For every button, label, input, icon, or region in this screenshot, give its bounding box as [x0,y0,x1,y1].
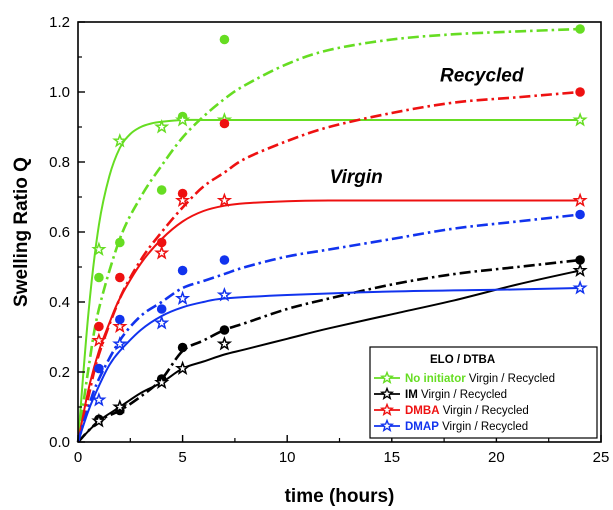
legend-star-marker [379,386,395,400]
no-initiator-virgin-point [154,118,170,134]
dmba-recycled-point [575,87,585,97]
im-recycled-point [575,255,585,265]
dmba-recycled-point [219,118,230,129]
dmba-virgin-point [91,332,107,347]
legend-entry-dmap: DMAP Virgin / Recycled [405,421,528,433]
dmap-virgin-fit-line [77,287,581,443]
y-tick-label: 1.0 [49,84,70,101]
dmap-recycled-point [94,363,104,374]
legend-series-name: IM [405,389,418,401]
y-tick-label: 0.0 [49,434,70,451]
x-tick-label: 15 [383,449,400,466]
dmap-recycled-point [156,304,167,314]
y-tick-label: 0.4 [49,294,70,311]
im-recycled-point [177,342,188,353]
no-initiator-virgin-point [112,133,128,148]
legend: ELO / DTBA No initiator Virgin / Recycled… [369,346,598,439]
dmap-virgin-point [91,391,107,407]
dmba-recycled-point [94,321,104,332]
no-initiator-virgin-point [174,111,191,127]
annotation-recycled: Recycled [440,66,524,87]
legend-entry-no-initiator: No initiator Virgin / Recycled [405,373,555,385]
no-initiator-recycled-point [156,185,167,195]
y-axis: 0.0 0.2 0.4 0.6 0.8 1.0 1.2 [49,14,85,451]
legend-title: ELO / DTBA [430,354,495,366]
legend-suffix: Virgin / Recycled [440,405,529,417]
x-tick-label: 25 [593,449,610,466]
legend-series-name: No initiator [405,373,466,385]
x-tick-label: 5 [178,449,186,466]
x-tick-label: 10 [279,449,296,466]
legend-suffix: Virgin / Recycled [439,421,528,433]
x-tick-label: 0 [74,449,82,466]
im-virgin-fit-line [77,269,581,443]
dmap-virgin-point [154,314,170,330]
dmba-virgin-point [572,192,588,207]
no-initiator-recycled-point [219,34,230,45]
y-tick-label: 0.2 [49,364,70,381]
im-virgin-point [112,399,128,414]
dmap-recycled-point [177,265,188,276]
y-axis-title: Swelling Ratio Q [11,157,32,307]
im-virgin-point [174,360,191,375]
no-initiator-virgin-fit-line [77,118,581,443]
legend-star-marker [379,402,395,416]
im-virgin-point [216,336,233,351]
no-initiator-virgin-point [572,111,588,127]
dmap-virgin-point [572,279,588,295]
no-initiator-recycled-fit-line [76,27,581,443]
dmap-virgin-point [216,287,233,302]
no-initiator-recycled-point [575,24,585,34]
dmap-virgin-point [174,290,191,305]
y-tick-label: 1.2 [49,14,70,31]
dmap-recycled-point [575,209,585,220]
legend-entry-dmba: DMBA Virgin / Recycled [405,405,529,417]
legend-suffix: Virgin / Recycled [466,373,555,385]
legend-series-name: DMBA [405,405,440,417]
y-tick-label: 0.6 [49,224,70,241]
legend-suffix: Virgin / Recycled [418,389,507,401]
x-axis-title: time (hours) [285,486,395,507]
no-initiator-recycled-point [115,237,125,248]
x-axis: 0 5 10 15 20 25 [74,435,610,466]
annotation-virgin: Virgin [330,167,383,188]
dmba-virgin-point [174,192,191,207]
no-initiator-virgin-point [91,241,107,256]
dmba-recycled-fit-line [76,90,581,443]
im-virgin-point [154,374,170,389]
legend-star-marker [379,418,395,432]
legend-entry-im: IM Virgin / Recycled [405,389,507,401]
no-initiator-recycled-point [94,272,104,283]
dmba-recycled-point [156,237,167,248]
y-tick-label: 0.8 [49,154,70,171]
dmba-virgin-point [112,318,128,334]
annotations: Recycled Virgin [330,66,524,189]
dmap-recycled-point [219,255,230,265]
legend-star-marker [379,370,395,384]
im-virgin-point [572,262,588,277]
legend-box [369,346,598,439]
dmap-virgin-point [112,336,128,351]
dmba-recycled-point [115,272,125,283]
data-markers [91,24,588,428]
dmap-recycled-fit-line [76,213,581,443]
dmap-recycled-point [115,314,125,325]
im-virgin-point [91,412,107,428]
dmba-virgin-point [216,192,233,208]
legend-series-name: DMAP [405,421,439,433]
x-tick-label: 20 [488,449,505,466]
dmba-virgin-point [154,244,170,260]
im-recycled-point [219,325,230,335]
